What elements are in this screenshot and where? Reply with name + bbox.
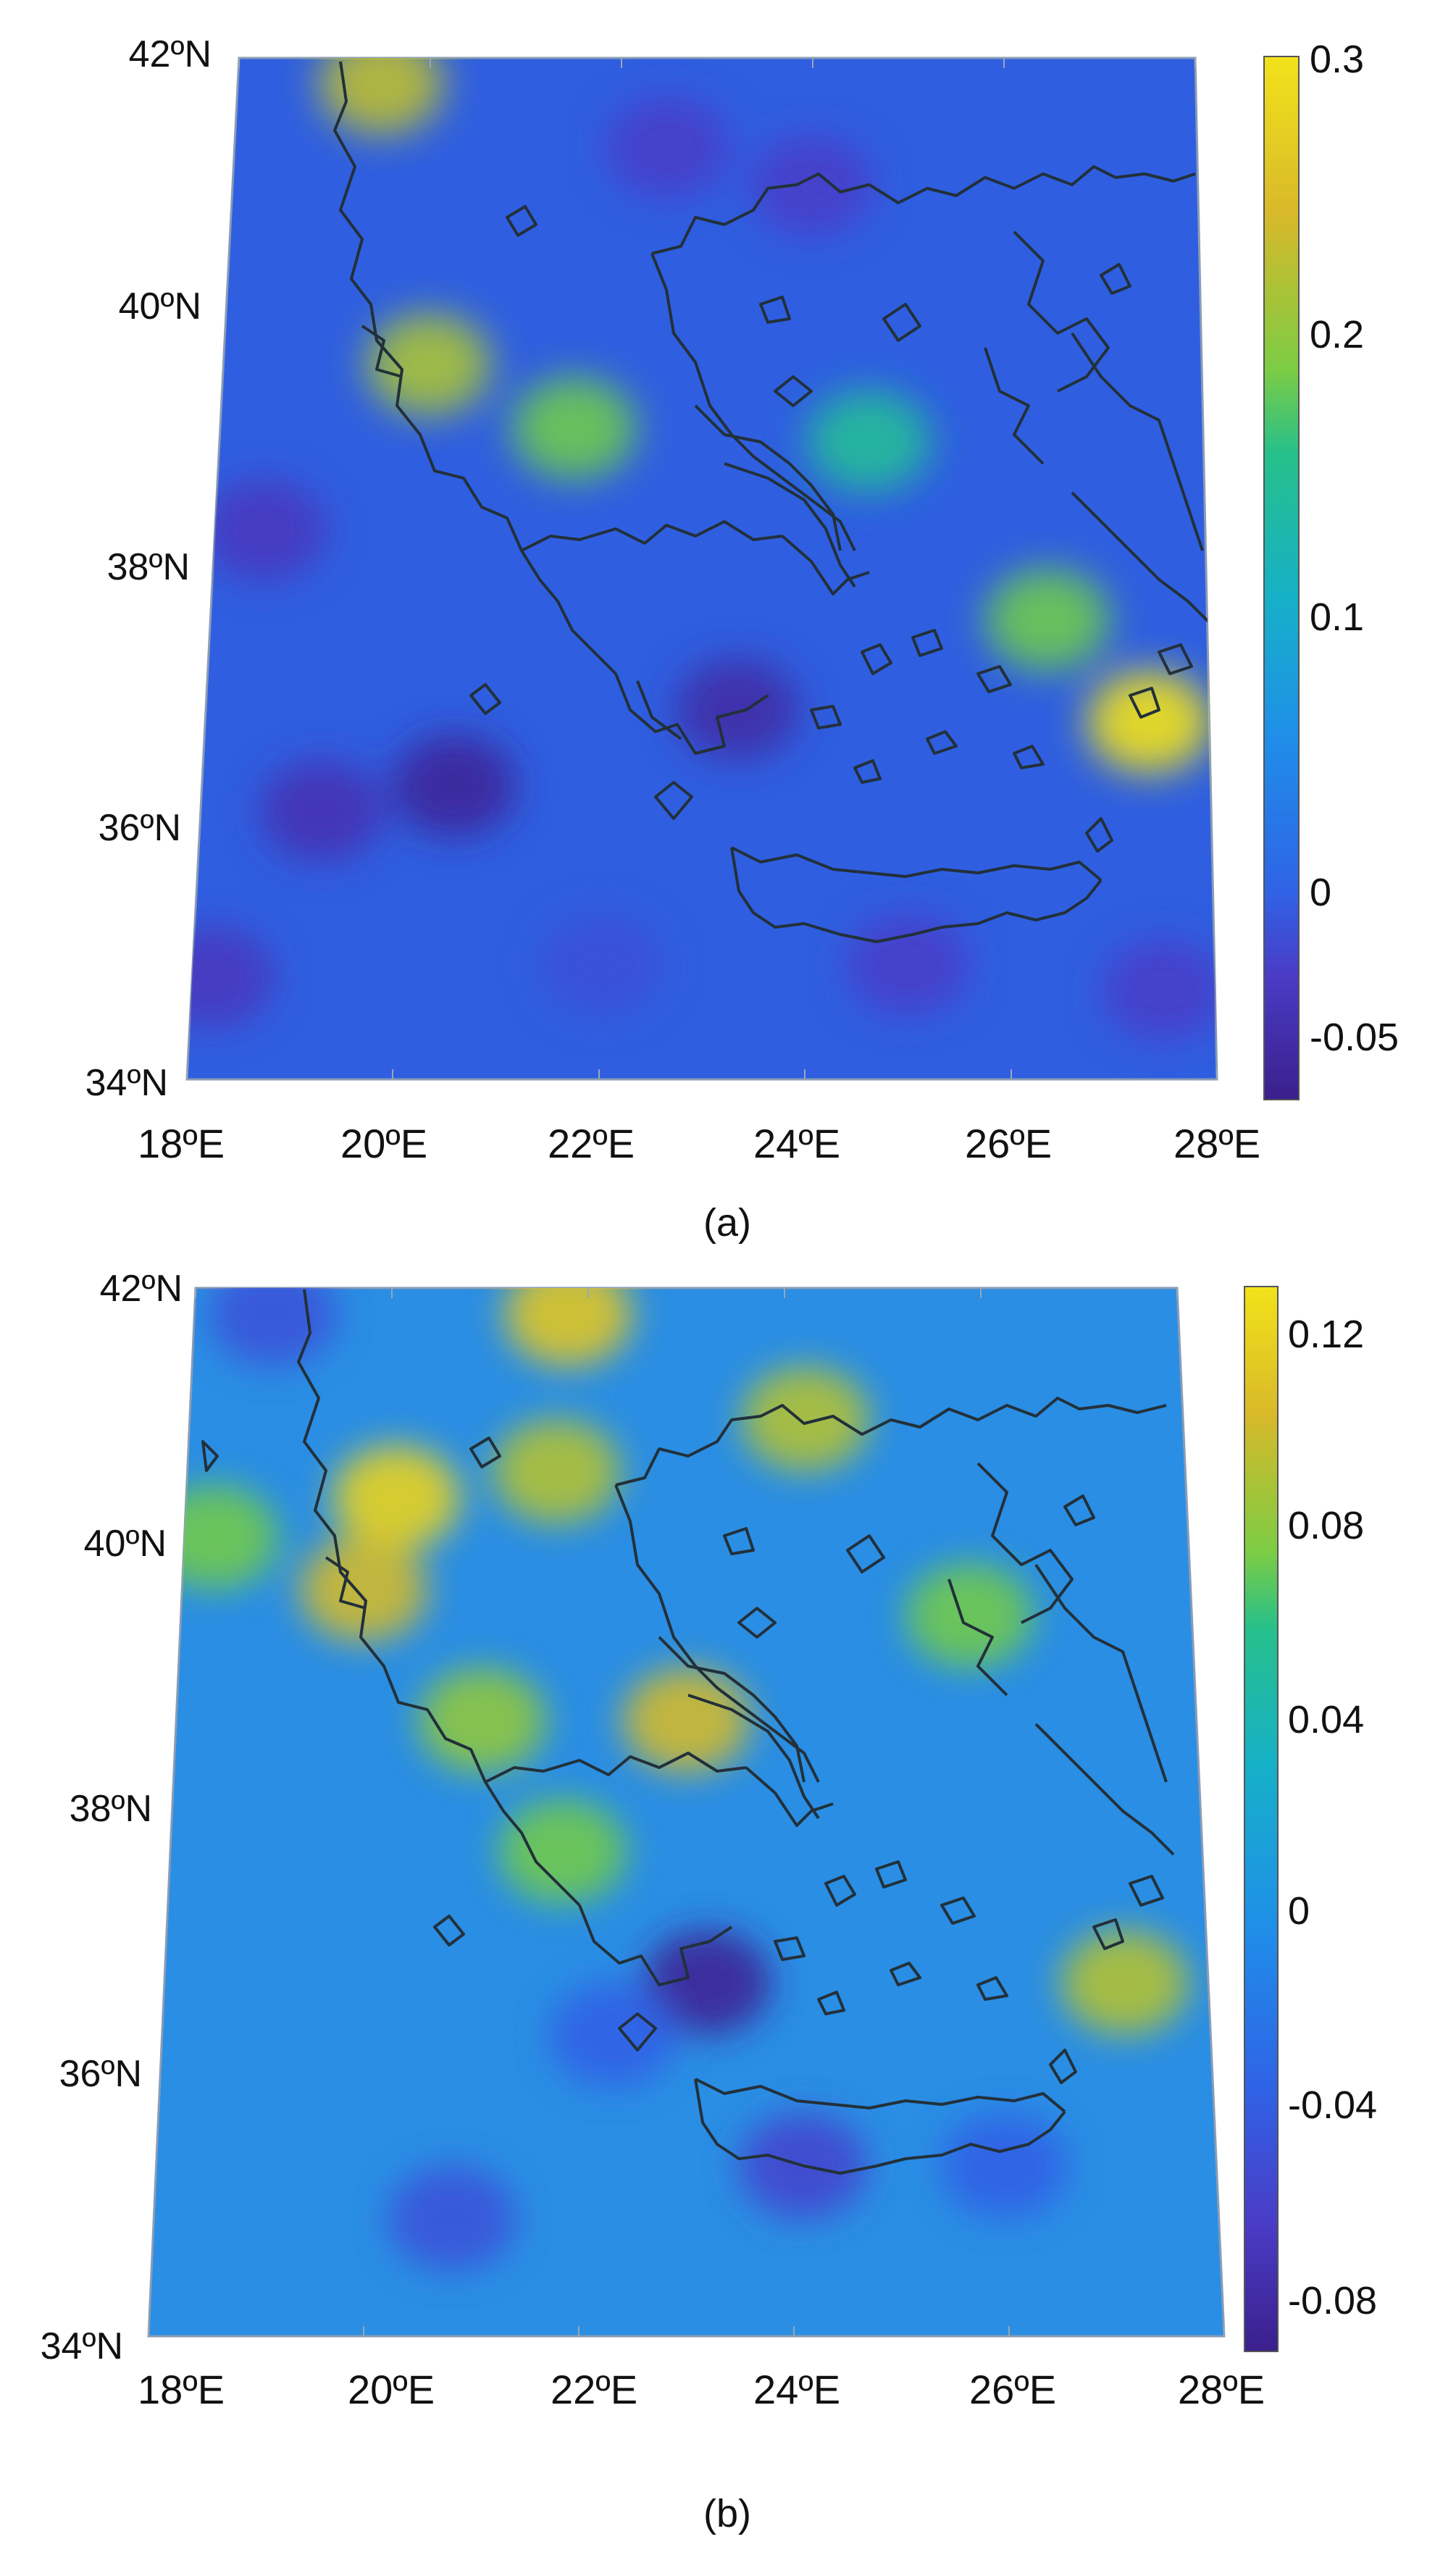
- panel-b-colorbar-tick: -0.04: [1288, 2083, 1377, 2127]
- heat-anomaly: [549, 1982, 677, 2088]
- panel-b-x-tick-label: 18ºE: [138, 2367, 225, 2412]
- panel-a-y-tick-label: 36ºN: [99, 807, 181, 849]
- panel-b-x-ticks: 18ºE 20ºE 22ºE 24ºE 26ºE 28ºE: [138, 2367, 1265, 2412]
- panel-a-y-ticks: 42ºN 40ºN 38ºN 36ºN 34ºN: [85, 33, 212, 1104]
- panel-b-colorbar-tick: -0.08: [1288, 2279, 1377, 2322]
- panel-b-label: (b): [703, 2492, 751, 2535]
- panel-b-colorbar-tick: 0.08: [1288, 1504, 1364, 1547]
- heat-anomaly: [209, 1288, 338, 1367]
- heat-anomaly: [675, 658, 800, 761]
- heat-anomaly: [905, 1563, 1034, 1668]
- panel-b-x-tick-label: 24ºE: [753, 2367, 840, 2412]
- heat-anomaly: [418, 1668, 546, 1773]
- heat-anomaly: [319, 58, 444, 135]
- panel-b-y-tick-label: 36ºN: [59, 2053, 142, 2095]
- panel-a-x-tick-label: 24ºE: [753, 1121, 840, 1166]
- heat-anomaly: [493, 1418, 621, 1524]
- heat-anomaly: [741, 1366, 870, 1472]
- panel-a-x-tick-label: 28ºE: [1173, 1121, 1260, 1166]
- heat-anomaly: [187, 926, 275, 1029]
- panel-a-map: 42ºN 40ºN 38ºN 36ºN 34ºN 18ºE 20ºE 22ºE …: [85, 33, 1399, 1245]
- panel-b-colorbar-tick: 0.12: [1288, 1313, 1364, 1356]
- heat-anomaly: [643, 1930, 771, 2035]
- heat-anomaly: [151, 1484, 279, 1590]
- panel-a-x-tick-label: 26ºE: [965, 1121, 1052, 1166]
- panel-b-coastline: [201, 1289, 1175, 2175]
- heat-anomaly: [806, 390, 932, 493]
- heat-anomaly: [332, 1445, 461, 1550]
- heat-anomaly: [259, 760, 385, 863]
- heat-anomaly: [749, 134, 874, 237]
- panel-a-colorbar-tick: 0.3: [1310, 38, 1364, 81]
- panel-b-colorbar: 0.12 0.08 0.04 0 -0.04 -0.08: [1244, 1286, 1377, 2352]
- heat-anomaly: [539, 913, 664, 1016]
- panel-b-x-tick-label: 26ºE: [969, 2367, 1056, 2412]
- panel-b-map: 42ºN 40ºN 38ºN 36ºN 34ºN 18ºE 20ºE 22ºE …: [41, 1268, 1377, 2535]
- panel-a-y-tick-label: 40ºN: [119, 285, 201, 327]
- heat-anomaly: [388, 2165, 516, 2271]
- heat-anomaly: [1101, 939, 1217, 1042]
- panel-b-x-tick-label: 22ºE: [551, 2367, 637, 2412]
- panel-a-y-tick-label: 34ºN: [85, 1062, 168, 1104]
- panel-a-y-tick-label: 42ºN: [129, 33, 212, 75]
- heat-anomaly: [1087, 671, 1212, 773]
- heat-anomaly: [299, 1536, 428, 1642]
- panel-a-colorbar-tick: 0.1: [1310, 595, 1364, 639]
- panel-b-x-tick-label: 20ºE: [348, 2367, 435, 2412]
- panel-a-y-tick-label: 38ºN: [107, 546, 190, 588]
- panel-b-y-tick-label: 42ºN: [100, 1268, 183, 1310]
- panel-b-y-tick-label: 38ºN: [70, 1788, 152, 1830]
- heat-anomaly: [504, 1288, 632, 1367]
- heat-anomaly: [392, 735, 516, 837]
- heat-anomaly: [622, 1668, 750, 1773]
- heat-anomaly: [498, 1799, 627, 1904]
- panel-a-ticks: [186, 58, 1218, 1079]
- panel-b-colorbar-tick: 0: [1288, 1889, 1310, 1933]
- panel-b-colorbar-tick: 0.04: [1288, 1698, 1364, 1741]
- panel-b-y-ticks: 42ºN 40ºN 38ºN 36ºN 34ºN: [41, 1268, 183, 2367]
- panel-a-colorbar-tick: 0.2: [1310, 313, 1364, 356]
- panel-a-label: (a): [703, 1201, 751, 1245]
- panel-b-x-tick-label: 28ºE: [1178, 2367, 1265, 2412]
- panel-a-colorbar-tick: -0.05: [1310, 1016, 1399, 1059]
- panel-a-coastline: [333, 61, 1211, 943]
- panel-a-x-ticks: 18ºE 20ºE 22ºE 24ºE 26ºE 28ºE: [138, 1121, 1260, 1166]
- panel-a-x-tick-label: 20ºE: [340, 1121, 427, 1166]
- heat-anomaly: [511, 377, 637, 480]
- panel-a-x-tick-label: 22ºE: [548, 1121, 635, 1166]
- heat-anomaly: [605, 96, 730, 198]
- panel-b-ticks: [148, 1288, 1225, 2336]
- heat-anomaly: [367, 313, 491, 416]
- heat-anomaly: [845, 913, 971, 1016]
- panel-a-colorbar: 0.3 0.2 0.1 0 -0.05: [1263, 38, 1399, 1100]
- heat-anomaly: [1060, 1930, 1189, 2035]
- panel-b-y-tick-label: 34ºN: [41, 2325, 123, 2367]
- heat-anomaly: [985, 569, 1110, 671]
- panel-a-colorbar-tick: 0: [1310, 871, 1331, 914]
- heat-anomaly: [202, 479, 327, 582]
- panel-a-heatmap: [187, 58, 1217, 1042]
- panel-a-x-tick-label: 18ºE: [138, 1121, 225, 1166]
- panel-b-y-tick-label: 40ºN: [84, 1523, 167, 1565]
